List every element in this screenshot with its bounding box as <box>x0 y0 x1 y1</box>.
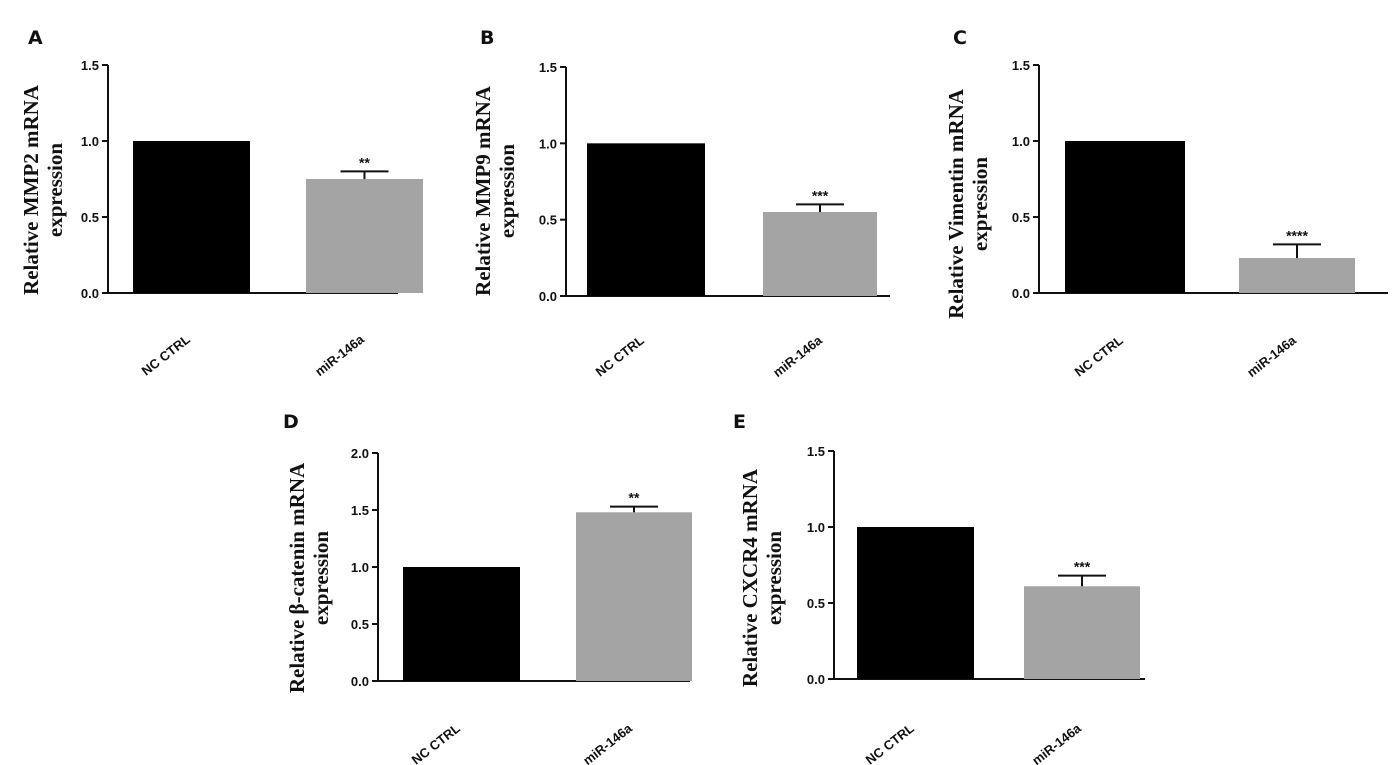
x-tick-label: miR-146a <box>1029 720 1084 765</box>
bar-mir-146a <box>1239 258 1355 293</box>
x-tick-label: miR-146a <box>1244 332 1299 380</box>
significance-label: *** <box>1074 559 1091 575</box>
panel-c: C Relative Vimentin mRNAexpression 0.0 0.5 1… <box>944 27 1388 380</box>
y-tick-label: 0.5 <box>81 210 99 225</box>
bar-nc-ctrl <box>133 141 250 293</box>
y-tick-label: 1.0 <box>807 520 825 535</box>
panel-letter: C <box>953 27 967 49</box>
bar-mir-146a <box>306 179 423 293</box>
y-axis-label-line: Relative MMP9 mRNA <box>471 85 495 296</box>
y-axis-label-line: Relative β-catenin mRNA <box>285 462 309 693</box>
y-tick-label: 1.0 <box>1012 134 1030 149</box>
y-tick-label: 0.5 <box>351 617 369 632</box>
bar-nc-ctrl <box>857 527 974 679</box>
y-axis-label: Relative MMP2 mRNAexpression <box>19 84 67 295</box>
y-tick-label: 1.0 <box>539 136 557 151</box>
y-tick-label: 0.0 <box>81 286 99 301</box>
panel-e: E Relative CXCR4 mRNAexpression 0.0 0.5 1.0 1… <box>733 411 1145 765</box>
y-tick-label: 0.5 <box>807 596 825 611</box>
y-axis-label-line: expression <box>495 144 519 238</box>
y-axis-label-line: expression <box>968 157 992 251</box>
significance-label: ** <box>629 490 640 506</box>
y-tick-label: 0.5 <box>1012 210 1030 225</box>
x-tick-label: miR-146a <box>312 331 367 379</box>
panel-a: A Relative MMP2 mRNAexpression 0.0 0.5 1.0 1.… <box>19 27 423 379</box>
bar-nc-ctrl <box>587 143 705 296</box>
y-axis-label-line: Relative Vimentin mRNA <box>944 88 968 319</box>
y-tick-label: 1.5 <box>539 60 557 75</box>
y-axis-label: Relative Vimentin mRNAexpression <box>944 88 992 319</box>
panel-letter: A <box>28 27 43 49</box>
x-tick-label: NC CTRL <box>409 721 463 765</box>
y-tick-label: 0.5 <box>539 213 557 228</box>
y-tick-label: 1.0 <box>81 134 99 149</box>
y-tick-label: 1.5 <box>1012 58 1030 73</box>
y-axis-label: Relative MMP9 mRNAexpression <box>471 85 519 296</box>
y-tick-label: 1.0 <box>351 560 369 575</box>
significance-label: *** <box>812 187 829 203</box>
y-tick-label: 1.5 <box>351 503 369 518</box>
y-tick-label: 0.0 <box>539 289 557 304</box>
bar-nc-ctrl <box>403 567 520 681</box>
bar-mir-146a <box>1024 586 1140 679</box>
panel-b: B Relative MMP9 mRNAexpression 0.0 0.5 1.0 1.… <box>471 27 890 380</box>
x-tick-label: NC CTRL <box>593 333 647 380</box>
y-tick-label: 2.0 <box>351 446 369 461</box>
y-tick-label: 1.5 <box>81 58 99 73</box>
x-tick-label: NC CTRL <box>139 332 193 379</box>
y-axis-label: Relative CXCR4 mRNAexpression <box>738 468 786 687</box>
y-axis-label-line: Relative CXCR4 mRNA <box>738 468 762 687</box>
y-tick-label: 1.5 <box>807 444 825 459</box>
significance-label: **** <box>1286 227 1308 243</box>
y-tick-label: 0.0 <box>807 672 825 687</box>
y-axis-label: Relative β-catenin mRNAexpression <box>285 462 333 693</box>
y-axis-label-line: Relative MMP2 mRNA <box>19 84 43 295</box>
panel-letter: D <box>283 411 299 433</box>
bar-mir-146a <box>576 512 692 681</box>
x-tick-label: miR-146a <box>580 720 635 765</box>
y-axis-label-line: expression <box>762 531 786 625</box>
x-tick-label: NC CTRL <box>1072 333 1126 380</box>
y-axis-label-line: expression <box>309 531 333 625</box>
bar-mir-146a <box>763 212 877 296</box>
bar-nc-ctrl <box>1065 141 1185 293</box>
panel-letter: E <box>733 411 746 433</box>
y-tick-label: 0.0 <box>1012 286 1030 301</box>
panel-letter: B <box>480 27 494 49</box>
panel-d: D Relative β-catenin mRNAexpression 0.0 0.5… <box>283 411 692 765</box>
x-tick-label: miR-146a <box>770 332 825 380</box>
x-tick-label: NC CTRL <box>863 721 917 765</box>
y-tick-label: 0.0 <box>351 674 369 689</box>
y-axis-label-line: expression <box>43 143 67 237</box>
significance-label: ** <box>359 154 370 170</box>
